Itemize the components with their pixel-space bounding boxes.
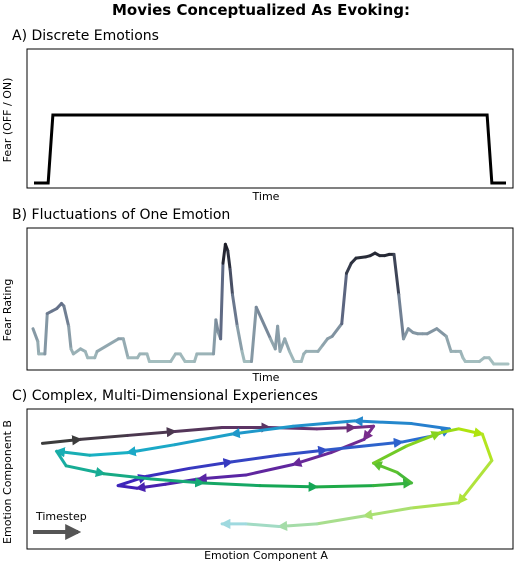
trajectory-segment [480, 432, 494, 463]
legend-timestep-label: Timestep [35, 510, 87, 523]
trajectory-segment [409, 422, 451, 431]
trajectory-segment [277, 445, 329, 457]
trajectory-segment [457, 459, 494, 505]
rating-segment [240, 349, 246, 363]
rating-segment [425, 327, 439, 336]
panel-c: C) Complex, Multi-Dimensional Experience… [1, 388, 514, 562]
trajectory-segment [291, 419, 357, 428]
trajectory-segment [362, 424, 376, 442]
trajectory-segment [244, 522, 281, 529]
trajectory-segment [125, 443, 177, 457]
rating-segment [214, 318, 220, 334]
trajectory-segment [353, 424, 376, 430]
panel-a-plot [34, 113, 506, 185]
trajectory-segment [362, 506, 413, 520]
trajectory-segment [315, 514, 366, 526]
trajectory-segment [324, 444, 366, 452]
rating-segment [254, 305, 272, 341]
trajectory-segment [54, 447, 92, 458]
trajectory-segment [372, 478, 414, 489]
rating-segment [231, 293, 239, 328]
panel-c-frame [26, 408, 514, 550]
trajectory-segment [329, 437, 366, 455]
panel-c-xlabel: Emotion Component A [204, 549, 328, 562]
rating-segment [345, 261, 353, 275]
panel-b-frame [26, 227, 514, 371]
panel-b-ylabel: Fear Rating [1, 279, 14, 342]
rating-segment [283, 337, 291, 353]
trajectory-segment [276, 520, 319, 532]
rating-segment [354, 255, 367, 260]
trajectory-segment [409, 501, 461, 510]
trajectory-segment [145, 466, 191, 478]
trajectory-segment [438, 427, 461, 435]
trajectory-segment [55, 449, 68, 468]
trajectory-segment [362, 437, 404, 448]
trajectory-segment [102, 472, 153, 481]
rating-segment [235, 324, 244, 353]
rating-segment [219, 261, 225, 341]
rating-segment [397, 293, 405, 341]
series-line-fear [34, 113, 506, 185]
panel-c-title: C) Complex, Multi-Dimensional Experience… [12, 388, 318, 404]
trajectory-segment [201, 481, 262, 488]
trajectory-segment [40, 435, 83, 446]
panel-c-ylabel: Emotion Component B [1, 420, 14, 544]
panel-a-xlabel: Time [252, 190, 280, 203]
rating-segment [330, 322, 344, 338]
panel-a-ylabel: Fear (OFF / ON) [1, 78, 14, 163]
rating-segment [444, 334, 453, 353]
rating-segment [402, 327, 410, 341]
trajectory-segment [244, 462, 295, 477]
trajectory-segment [196, 473, 248, 484]
rating-segment [250, 305, 258, 363]
rating-segment [67, 324, 73, 351]
panel-b-title: B) Fluctuations of One Emotion [12, 207, 230, 223]
trajectory-segment [135, 482, 167, 493]
trajectory-segment [371, 461, 399, 474]
rating-segment [31, 327, 40, 343]
panel-a: A) Discrete Emotions Time Fear (OFF / ON… [1, 28, 514, 203]
trajectory-segment [315, 484, 376, 489]
rating-segment [95, 337, 120, 353]
trajectory-segment [230, 453, 281, 464]
trajectory-segment [173, 426, 224, 433]
trajectory-segment [258, 481, 319, 492]
panel-a-title: A) Discrete Emotions [12, 28, 159, 44]
panel-b: B) Fluctuations of One Emotion Time Fear… [1, 207, 514, 384]
rating-segment [36, 339, 41, 356]
panel-a-frame [26, 48, 514, 189]
rating-segment [392, 252, 401, 297]
rating-segment [43, 312, 49, 356]
trajectory-segment [229, 424, 295, 439]
panel-b-xlabel: Time [252, 371, 280, 384]
rating-segment [62, 304, 71, 328]
trajectory-segment [126, 427, 177, 438]
trajectory-segment [173, 432, 234, 447]
trajectory-segment [315, 422, 357, 433]
trajectory-segment [352, 416, 413, 427]
trajectory-segment [372, 444, 409, 465]
trajectory-segment [187, 458, 234, 470]
trajectory-segment [78, 433, 130, 441]
trajectory-segment [88, 451, 130, 457]
rating-segment [340, 271, 348, 326]
panel-b-plot [31, 242, 510, 366]
rating-segment [226, 249, 232, 271]
rating-segment [121, 337, 130, 360]
rating-segment [228, 268, 234, 297]
rating-segment [288, 349, 296, 363]
rating-segment [276, 324, 282, 353]
trajectory-segment [149, 477, 206, 488]
panel-c-legend: Timestep [33, 510, 87, 540]
figure-title: Movies Conceptualized As Evoking: [112, 1, 410, 19]
trajectory-segment [405, 431, 442, 448]
rating-segment [435, 327, 448, 338]
panel-c-plot [40, 416, 494, 532]
trajectory-segment [64, 464, 106, 478]
trajectory-segment [457, 427, 485, 438]
trajectory-segment [395, 470, 413, 485]
